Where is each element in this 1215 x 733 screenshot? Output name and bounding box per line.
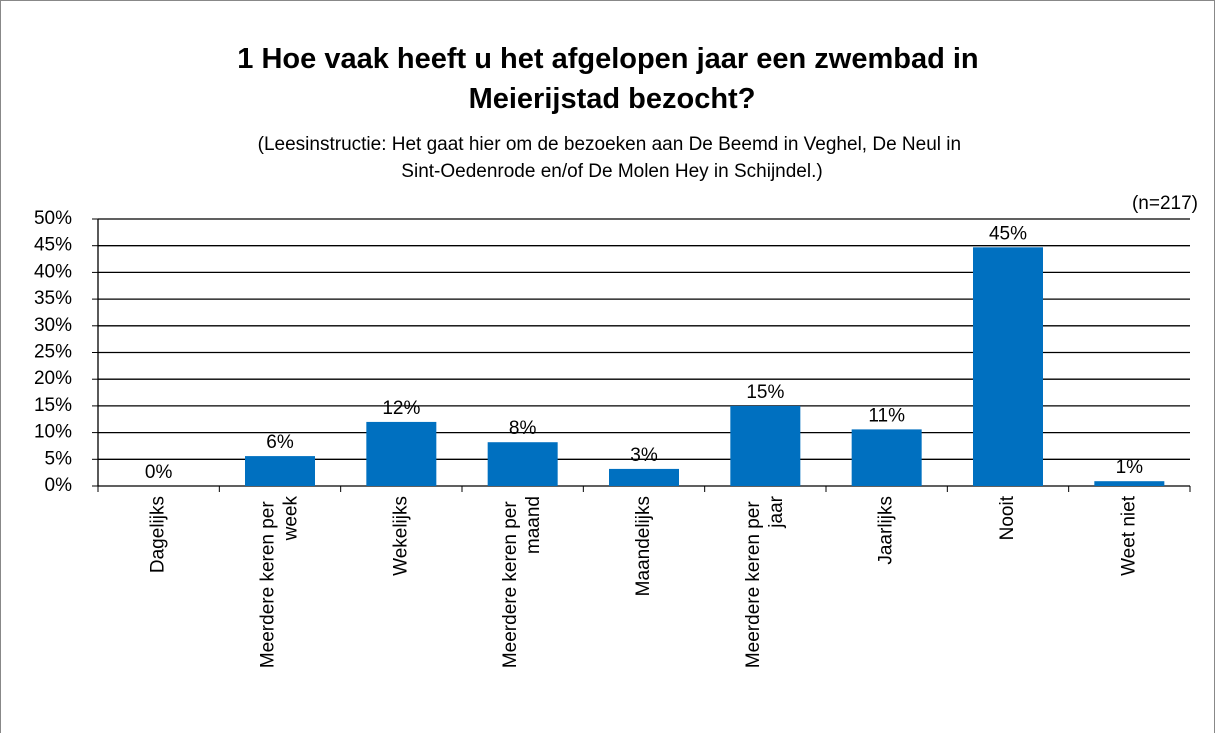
bar bbox=[366, 421, 437, 486]
y-tick-label: 5% bbox=[45, 448, 73, 469]
data-label: 3% bbox=[630, 445, 658, 466]
y-tick-label: 40% bbox=[34, 261, 72, 282]
y-tick-label: 30% bbox=[34, 315, 72, 336]
y-tick-label: 10% bbox=[34, 422, 72, 443]
x-tick-label: Meerdere keren per maand bbox=[500, 496, 544, 668]
chart-subtitle: (Leesinstructie: Het gaat hier om de bez… bbox=[258, 134, 967, 182]
data-label: 45% bbox=[989, 223, 1027, 244]
x-tick-label: Wekelijks bbox=[390, 496, 411, 576]
data-label: 1% bbox=[1116, 457, 1144, 478]
bar bbox=[245, 456, 315, 486]
y-tick-label: 25% bbox=[34, 342, 72, 363]
x-tick-label: Meerdere keren per jaar bbox=[743, 495, 787, 668]
y-tick-label: 50% bbox=[34, 208, 72, 229]
bar bbox=[851, 429, 922, 486]
y-tick-label: 15% bbox=[34, 395, 72, 416]
data-label: 0% bbox=[145, 462, 173, 483]
y-tick-label: 20% bbox=[34, 368, 72, 389]
bar bbox=[1094, 481, 1165, 486]
x-tick-label: Maandelijks bbox=[633, 496, 654, 596]
bar bbox=[487, 442, 558, 486]
data-label: 6% bbox=[266, 432, 294, 453]
bar bbox=[730, 405, 801, 486]
y-tick-label: 45% bbox=[34, 235, 72, 256]
y-tick-label: 35% bbox=[34, 288, 72, 309]
x-tick-label: Jaarlijks bbox=[876, 496, 897, 565]
x-tick-label: Dagelijks bbox=[148, 496, 169, 573]
data-label: 15% bbox=[746, 382, 784, 403]
x-tick-label: Nooit bbox=[997, 495, 1018, 540]
bar bbox=[609, 468, 679, 486]
data-label: 12% bbox=[382, 398, 420, 419]
y-tick-label: 0% bbox=[45, 475, 73, 496]
annotation: (n=217) bbox=[1132, 193, 1198, 214]
bar bbox=[973, 247, 1043, 486]
x-tick-label: Weet niet bbox=[1118, 495, 1139, 576]
data-label: 11% bbox=[868, 405, 905, 426]
chart-title: 1 Hoe vaak heeft u het afgelopen jaar ee… bbox=[237, 43, 986, 115]
data-label: 8% bbox=[509, 418, 537, 439]
x-tick-label: Meerdere keren per week bbox=[258, 496, 302, 669]
